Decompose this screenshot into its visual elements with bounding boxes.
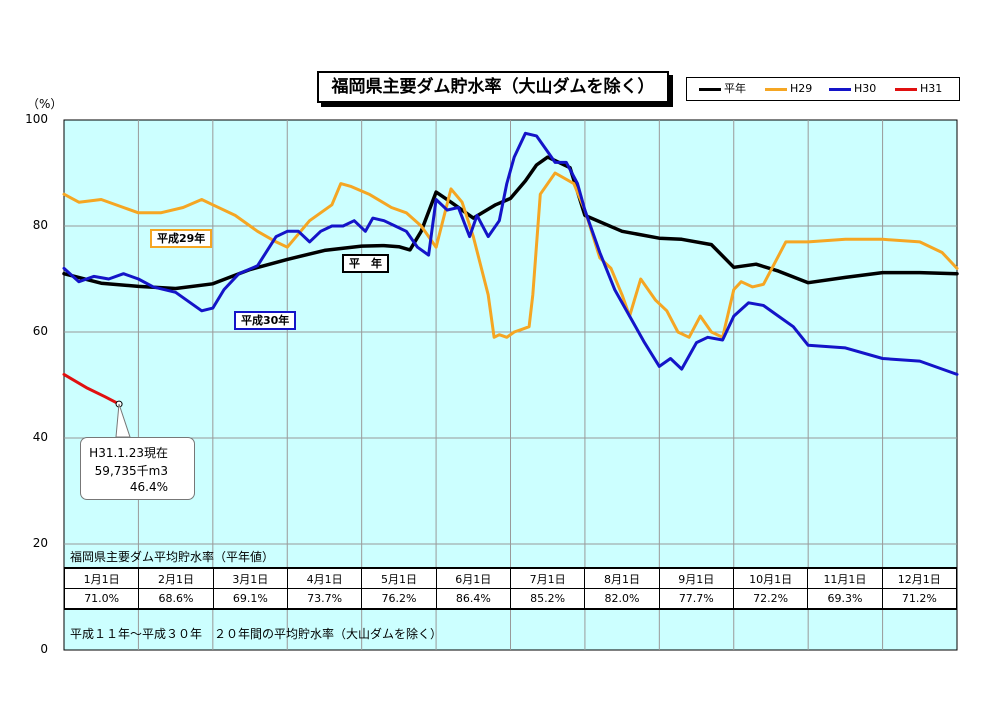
table-row-months: 1月1日 2月1日 3月1日 4月1日 5月1日 6月1日 7月1日 8月1日 9月1日 10月1… [63,567,958,589]
series-lines [62,131,959,406]
label-h30: 平成30年 [234,311,297,330]
table-cell-value: 76.2% [361,588,437,610]
legend-item-avg: 平年 [699,78,746,100]
gridlines [64,120,957,650]
table-cell-month: 5月1日 [361,567,437,589]
legend-label: H31 [920,82,943,95]
series-line-H31 [62,372,121,406]
legend-label: H30 [854,82,877,95]
table-cell-month: 11月1日 [807,567,883,589]
legend-label: 平年 [724,82,746,95]
y-tick-label: 20 [32,536,48,550]
table-title: 福岡県主要ダム平均貯水率（平年値） [70,550,275,564]
table-cell-month: 12月1日 [881,567,958,589]
table-cell-month: 6月1日 [435,567,511,589]
table-cell-value: 69.1% [212,588,288,610]
callout-rate: 46.4% [129,480,168,494]
table-cell-value: 85.2% [509,588,586,610]
table-cell-month: 4月1日 [286,567,363,589]
y-tick-label: 60 [32,324,48,338]
average-table: 1月1日 2月1日 3月1日 4月1日 5月1日 6月1日 7月1日 8月1日 9月1日 10月1… [63,567,958,610]
table-cell-month: 8月1日 [584,567,660,589]
series-line-H29 [62,171,959,339]
table-cell-value: 72.2% [732,588,809,610]
y-tick-label: 80 [32,218,48,232]
series-line-H30 [62,131,959,376]
table-cell-month: 7月1日 [509,567,586,589]
table-cell-month: 9月1日 [658,567,734,589]
legend-item-h31: H31 [895,78,942,100]
table-cell-value: 68.6% [138,588,214,610]
y-tick-label: 0 [40,642,48,656]
table-note: 平成１１年～平成３０年 ２０年間の平均貯水率（大山ダムを除く） [70,627,443,641]
legend: 平年 H29 H30 H31 [686,77,960,101]
y-tick-label: 100 [25,112,48,126]
table-cell-value: 71.2% [881,588,958,610]
label-h29: 平成29年 [150,229,213,248]
table-cell-value: 77.7% [658,588,734,610]
table-cell-month: 10月1日 [732,567,809,589]
table-cell-value: 69.3% [807,588,883,610]
table-row-values: 71.0% 68.6% 69.1% 73.7% 76.2% 86.4% 85.2% 82.0%… [63,588,958,610]
y-axis-unit: （%） [27,97,63,111]
table-cell-value: 82.0% [584,588,660,610]
legend-label: H29 [790,82,813,95]
callout-volume: 59,735千m3 [94,464,168,478]
callout-date: H31.1.23現在 [89,446,168,460]
series-line-平年 [62,155,959,291]
table-cell-value: 86.4% [435,588,511,610]
table-cell-value: 73.7% [286,588,363,610]
chart-title: 福岡県主要ダム貯水率（大山ダムを除く） [317,71,669,103]
table-cell-month: 1月1日 [63,567,140,589]
legend-item-h30: H30 [829,78,876,100]
table-cell-month: 3月1日 [212,567,288,589]
y-tick-label: 40 [32,430,48,444]
table-cell-month: 2月1日 [138,567,214,589]
current-status-callout: H31.1.23現在 59,735千m3 46.4% [80,437,195,500]
label-avg: 平 年 [342,254,389,273]
legend-item-h29: H29 [765,78,812,100]
table-cell-value: 71.0% [63,588,140,610]
